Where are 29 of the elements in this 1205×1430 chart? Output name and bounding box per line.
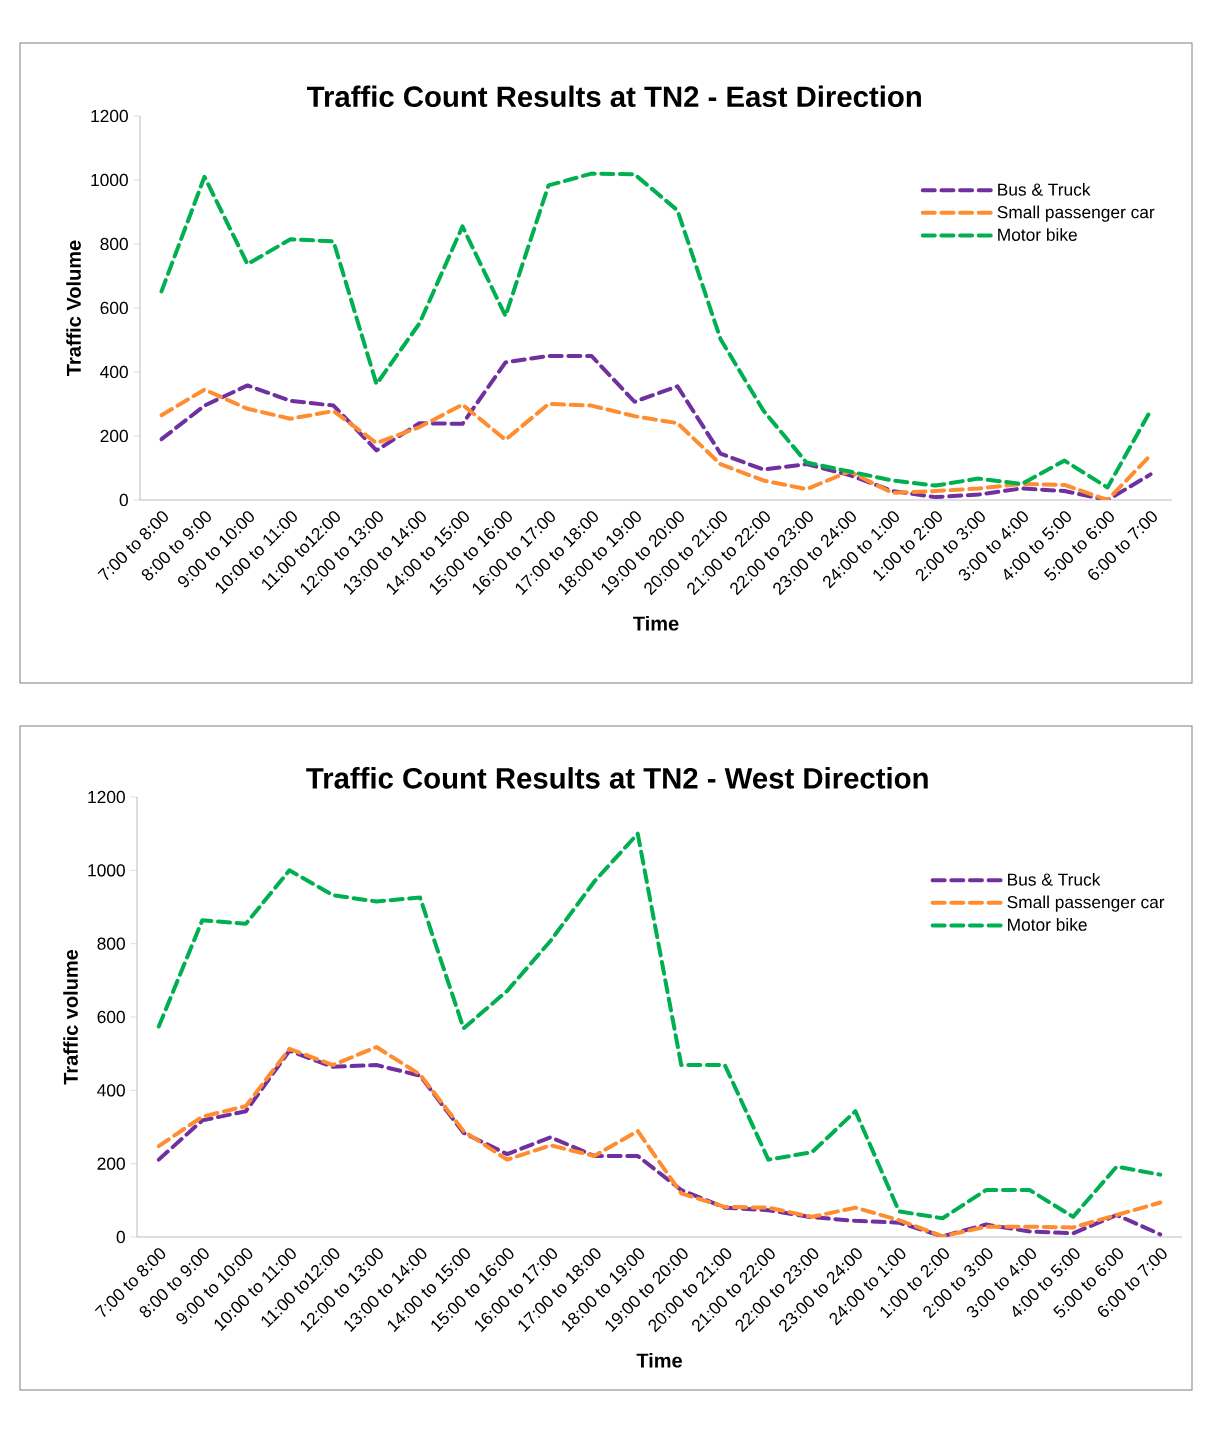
y-tick-label: 400: [97, 1084, 125, 1097]
legend-label: Small passenger car: [997, 205, 1155, 222]
legend-label: Bus & Truck: [998, 183, 1091, 196]
legend-label: Motor bike: [998, 228, 1077, 241]
chart-title: Traffic Count Results at TN2 - East Direction: [307, 85, 921, 108]
legend-label: Motor bike: [1008, 918, 1087, 931]
line-series: [159, 353, 1153, 500]
y-tick-label: 0: [116, 1230, 125, 1244]
y-tick-label: 600: [97, 1010, 125, 1024]
y-tick-label: 400: [100, 365, 128, 379]
y-axis-title: Traffic Volume: [66, 240, 81, 376]
x-axis-title: Time: [636, 1352, 682, 1368]
y-axis-title: Traffic volume: [63, 949, 78, 1085]
line-series: [156, 831, 1163, 1221]
legend-label: Bus & Truck: [1008, 872, 1101, 886]
legend-label: Small passenger car: [1007, 895, 1165, 912]
y-tick-label: 600: [100, 301, 128, 315]
y-tick-label: 0: [119, 493, 128, 507]
y-tick-label: 1000: [88, 864, 125, 877]
y-tick-label: 200: [100, 429, 128, 443]
line-series: [159, 387, 1153, 500]
y-tick-label: 1000: [91, 173, 128, 187]
y-tick-label: 800: [97, 937, 125, 950]
x-axis-title: Time: [633, 615, 679, 631]
chart-title: Traffic Count Results at TN2 - West Direction: [306, 767, 928, 789]
y-tick-label: 800: [100, 237, 128, 251]
y-tick-label: 1200: [88, 790, 125, 804]
y-tick-label: 1200: [91, 109, 128, 123]
y-tick-label: 200: [97, 1157, 125, 1170]
